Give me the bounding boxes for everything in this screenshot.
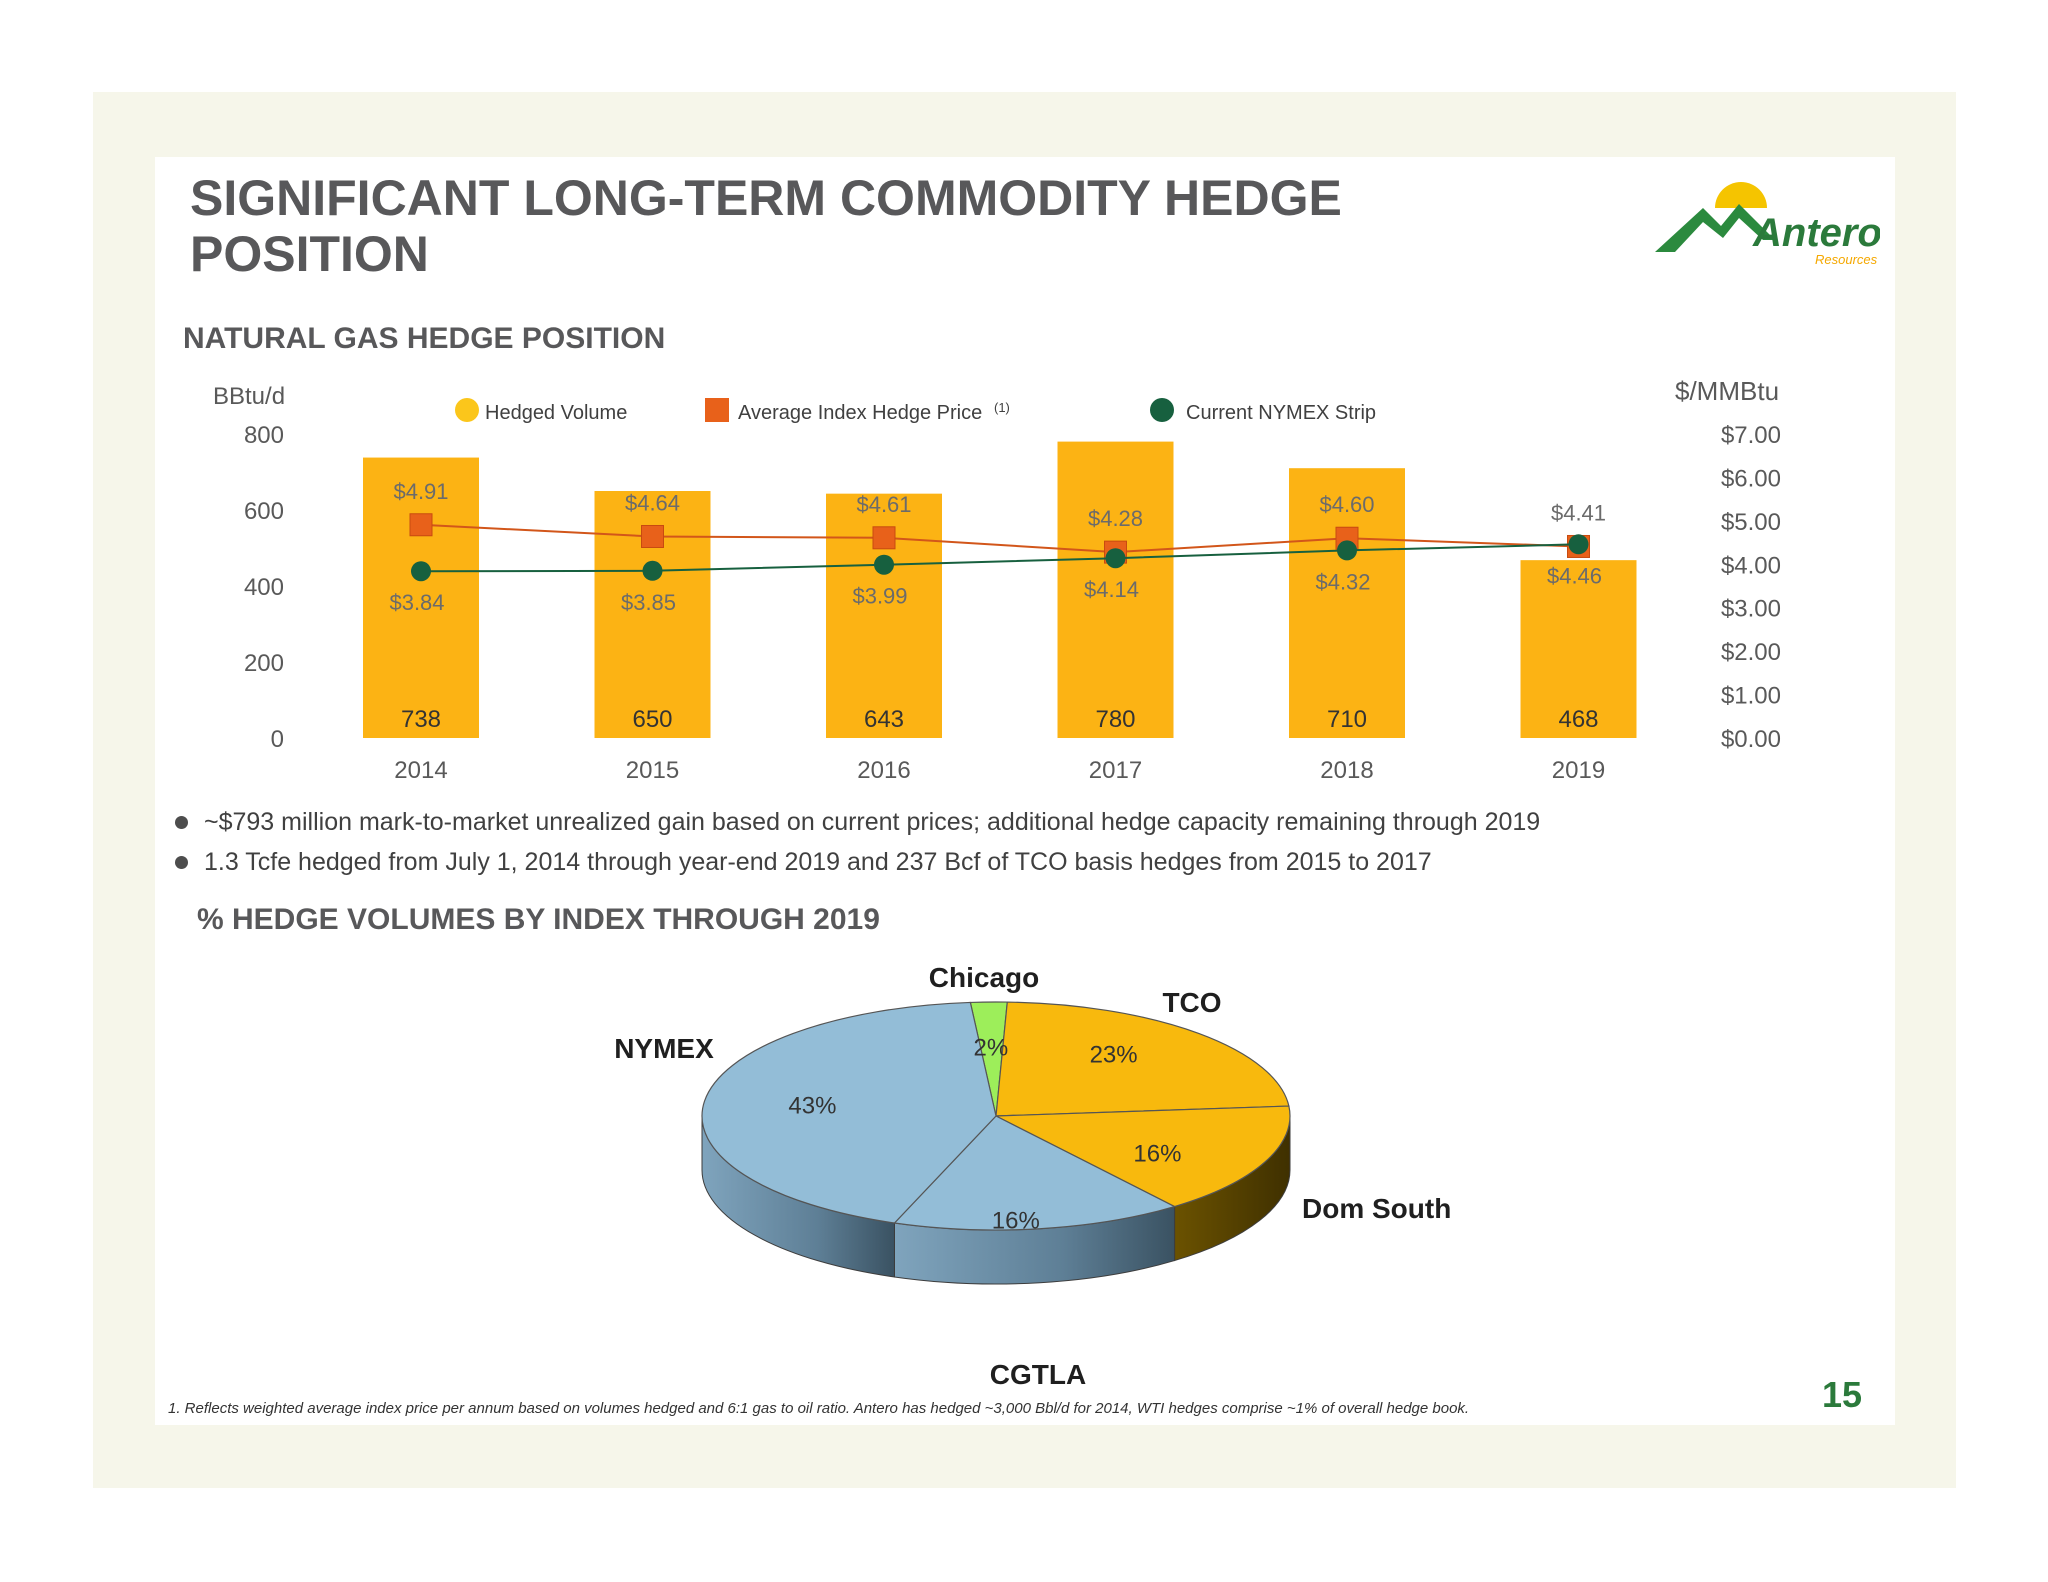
x-tick-label: 2018: [1320, 757, 1373, 784]
nymex-label: $3.85: [621, 590, 676, 615]
pie-category-label: CGTLA: [990, 1359, 1086, 1390]
nymex-label: $3.84: [389, 590, 444, 615]
bullet-item: 1.3 Tcfe hedged from July 1, 2014 throug…: [172, 845, 1540, 885]
avg-price-label: $4.91: [393, 479, 448, 504]
nymex-label: $4.46: [1547, 563, 1602, 588]
hedge-position-chart: BBtu/d $/MMBtu Hedged Volume Average Ind…: [213, 376, 1781, 784]
pie-percent-label: 23%: [1090, 1041, 1138, 1068]
avg-price-point: [641, 524, 664, 548]
footnote: 1. Reflects weighted average index price…: [168, 1400, 1470, 1417]
bar-value-label: 710: [1327, 706, 1367, 733]
pie-percent-label: 16%: [1133, 1140, 1181, 1167]
key-points-list: ~$793 million mark-to-market unrealized …: [172, 805, 1540, 885]
pie-category-label: Chicago: [929, 962, 1039, 993]
legend-nymex-marker: [1150, 398, 1174, 422]
avg-price-label: $4.28: [1088, 506, 1143, 531]
nymex-point: [1337, 540, 1357, 561]
logo-subtext: Resources: [1815, 252, 1878, 267]
right-axis-tick: $5.00: [1721, 509, 1781, 536]
antero-logo: Antero Resources: [1655, 182, 1880, 267]
bar-value-label: 738: [401, 706, 441, 733]
right-axis-tick: $1.00: [1721, 683, 1781, 710]
legend-avg-price-marker: [705, 398, 729, 422]
nymex-point: [874, 554, 894, 575]
avg-price-label: $4.60: [1319, 492, 1374, 517]
page-title: SIGNIFICANT LONG-TERM COMMODITY HEDGE PO…: [190, 170, 1342, 282]
pie-slice-cgtla: [893, 1115, 1177, 1231]
left-axis-tick: 400: [244, 574, 284, 601]
pie-category-label: TCO: [1162, 987, 1221, 1018]
hedge-index-pie-chart: 2% 23% 16% 16% 43% Chicago TCO Dom South CGTLA NY…: [614, 962, 1451, 1390]
nymex-label: $4.14: [1084, 577, 1139, 602]
bar-value-label: 643: [864, 706, 904, 733]
avg-price-label: $4.61: [856, 492, 911, 517]
pie-slice-dom-south: [995, 1105, 1291, 1208]
avg-price-label: $4.64: [625, 490, 680, 515]
bar-2014: [363, 457, 479, 738]
nymex-label: $3.99: [852, 584, 907, 609]
legend-hedged-volume-marker: [455, 398, 479, 422]
bar-value-label: 780: [1095, 706, 1135, 733]
pie-percent-label: 16%: [992, 1208, 1040, 1235]
pie-slice-tco: [995, 1001, 1290, 1117]
legend-avg-price: Average Index Hedge Price: [738, 402, 982, 424]
right-axis-tick: $3.00: [1721, 596, 1781, 623]
right-axis-tick: $6.00: [1721, 465, 1781, 492]
pie-category-label: Dom South: [1302, 1193, 1451, 1224]
left-axis-tick: 600: [244, 498, 284, 525]
pie-category-label: NYMEX: [614, 1033, 714, 1064]
x-tick-label: 2016: [857, 757, 910, 784]
nymex-point: [411, 561, 431, 582]
bar-2019: [1520, 560, 1637, 738]
x-tick-label: 2015: [626, 757, 679, 784]
legend-nymex: Current NYMEX Strip: [1186, 402, 1376, 424]
pie-percent-label: 43%: [788, 1092, 836, 1119]
avg-price-point: [409, 513, 433, 537]
nymex-label: $4.32: [1315, 569, 1370, 594]
hedge-volumes-heading: % HEDGE VOLUMES BY INDEX THROUGH 2019: [197, 903, 880, 936]
right-axis-tick: $2.00: [1721, 639, 1781, 666]
x-tick-label: 2014: [394, 757, 447, 784]
logo-text: Antero: [1752, 211, 1880, 255]
right-axis-tick: $0.00: [1721, 726, 1781, 753]
avg-price-point: [872, 526, 896, 550]
bar-2017: [1057, 441, 1174, 738]
avg-price-line: [420, 523, 1579, 554]
left-axis-tick: 200: [244, 650, 284, 677]
left-axis-tick: 800: [244, 422, 284, 449]
bar-value-label: 650: [632, 706, 672, 733]
left-axis-label: BBtu/d: [213, 383, 285, 410]
pie-percent-label: 2%: [973, 1034, 1008, 1061]
nymex-point: [642, 560, 663, 581]
chart-legend: Hedged Volume Average Index Hedge Price …: [455, 398, 1376, 424]
pie-slice-nymex: [701, 1001, 997, 1224]
bullet-item: ~$793 million mark-to-market unrealized …: [172, 805, 1540, 845]
x-tick-label: 2019: [1552, 757, 1605, 784]
nymex-line: [420, 543, 1579, 573]
x-tick-label: 2017: [1089, 757, 1142, 784]
nymex-point: [1105, 548, 1126, 569]
right-axis-tick: $7.00: [1721, 422, 1781, 449]
hedge-position-heading: NATURAL GAS HEDGE POSITION: [183, 322, 666, 355]
legend-avg-price-superscript: (1): [994, 400, 1010, 415]
avg-price-label: $4.41: [1551, 500, 1606, 525]
page-number: 15: [1822, 1374, 1863, 1415]
right-axis-tick: $4.00: [1721, 552, 1781, 579]
bar-2018: [1289, 468, 1405, 738]
right-axis-label: $/MMBtu: [1675, 376, 1779, 406]
bar-value-label: 468: [1558, 706, 1598, 733]
left-axis-tick: 0: [271, 726, 284, 753]
legend-hedged-volume: Hedged Volume: [485, 402, 627, 424]
nymex-point: [1568, 534, 1589, 555]
